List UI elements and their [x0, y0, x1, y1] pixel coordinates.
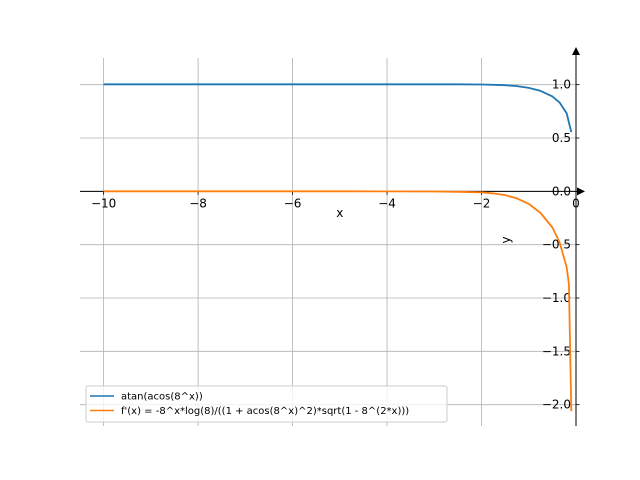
y-axis-label: y: [499, 236, 513, 243]
legend-label-series-0: atan(acos(8^x)): [121, 392, 203, 403]
series-line-1: [103, 190, 573, 412]
x-tick-label: 0: [572, 196, 580, 210]
x-axis-label: x: [336, 206, 343, 220]
y-tick-label: 0.0: [552, 184, 571, 198]
y-tick-label: −1.0: [542, 291, 571, 305]
y-tick-label: −1.5: [542, 344, 571, 358]
y-tick-label: −2.0: [542, 398, 571, 412]
series-line-0: [103, 83, 573, 133]
x-axis-arrow: [577, 187, 585, 196]
y-tick-label: 0.5: [552, 131, 571, 145]
x-tick-label: −8: [189, 196, 207, 210]
x-tick-label: −6: [284, 196, 302, 210]
y-tick-label: −0.5: [542, 238, 571, 252]
ticks: −10 −8 −6 −4 −2 0 1.0 0.5 0.0 −0.5 −1.0 −1.5 −2.0: [91, 78, 580, 412]
legend: atan(acos(8^x)) f'(x) = -8^x*log(8)/((1 …: [85, 385, 448, 423]
legend-label-series-1: f'(x) = -8^x*log(8)/((1 + acos(8^x)^2)*s…: [121, 406, 409, 417]
y-tick-label: 1.0: [552, 78, 571, 92]
x-tick-label: −4: [378, 196, 396, 210]
y-axis-arrow: [572, 47, 580, 55]
x-tick-label: −10: [91, 196, 116, 210]
series: [103, 83, 573, 412]
legend-box: [85, 385, 448, 423]
x-tick-label: −2: [473, 196, 491, 210]
